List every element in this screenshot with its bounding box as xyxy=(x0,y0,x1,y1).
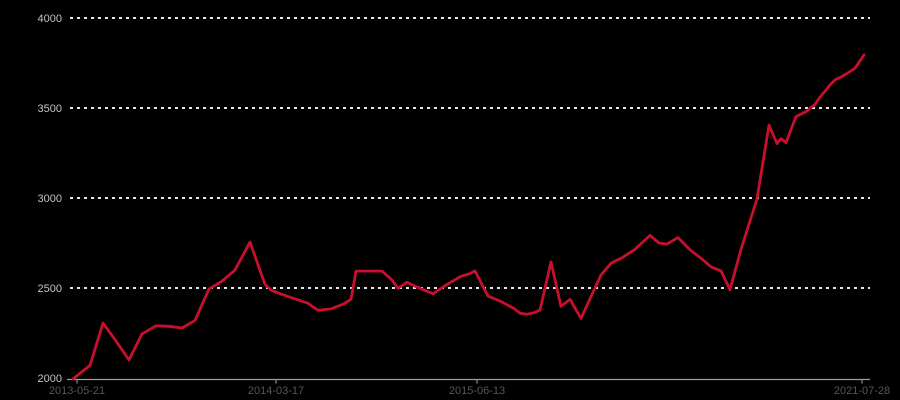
y-tick-label-3000: 3000 xyxy=(38,193,62,205)
x-tick-label-1: 2014-03-17 xyxy=(248,385,304,397)
series-line-price xyxy=(71,53,866,381)
x-tick-label-0: 2013-05-21 xyxy=(49,385,105,397)
x-tick-label-3: 2021-07-28 xyxy=(834,385,890,397)
y-tick-label-4000: 4000 xyxy=(38,13,62,25)
y-tick-label-3500: 3500 xyxy=(38,103,62,115)
y-tick-label-2500: 2500 xyxy=(38,283,62,295)
x-tick-label-2: 2015-06-13 xyxy=(449,385,505,397)
y-tick-label-2000: 2000 xyxy=(38,373,62,385)
